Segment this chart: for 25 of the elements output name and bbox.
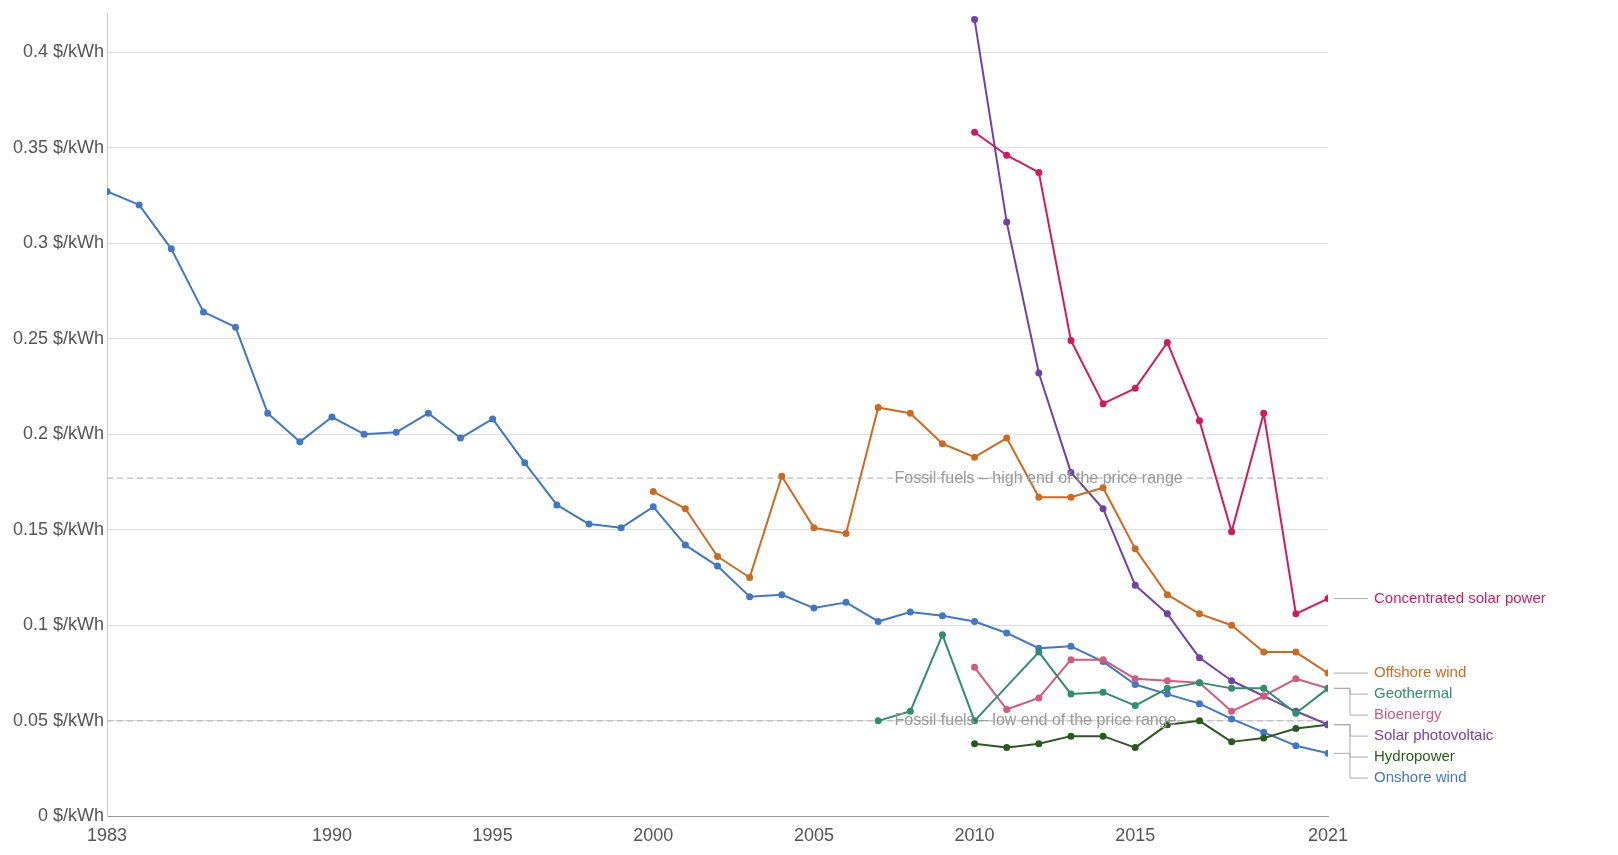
x-tick-label: 2015 xyxy=(1115,825,1156,846)
text: Offshore wind xyxy=(1374,663,1467,681)
y-tick-label: 0.05 $/kWh xyxy=(13,709,105,730)
x-tick-label: 2010 xyxy=(954,825,995,846)
text: Concentrated solar power xyxy=(1374,588,1546,606)
y-tick-label: 0 $/kWh xyxy=(38,805,105,826)
ref-line-label: Fossil fuels – high end of the price range xyxy=(894,468,1183,486)
text: Geothermal xyxy=(1374,684,1453,702)
x-tick-label: 1983 xyxy=(87,825,128,846)
x-tick-label: 2000 xyxy=(633,825,674,846)
y-tick-label: 0.2 $/kWh xyxy=(23,423,105,444)
x-tick-label: 2005 xyxy=(793,825,834,846)
y-tick-label: 0.3 $/kWh xyxy=(23,232,105,253)
x-tick-label: 1990 xyxy=(311,825,352,846)
x-tick-label: 1995 xyxy=(472,825,513,846)
text: Bioenergy xyxy=(1374,705,1443,723)
y-tick-label: 0.35 $/kWh xyxy=(13,136,105,157)
y-tick-label: 0.15 $/kWh xyxy=(13,518,105,539)
text: Solar photovoltaic xyxy=(1374,726,1494,744)
y-tick-label: 0.4 $/kWh xyxy=(23,40,105,61)
y-tick-label: 0.1 $/kWh xyxy=(23,614,105,635)
y-tick-label: 0.25 $/kWh xyxy=(13,327,105,348)
x-tick-label: 2021 xyxy=(1307,825,1349,846)
text: Hydropower xyxy=(1374,747,1455,765)
text: Onshore wind xyxy=(1374,768,1467,786)
